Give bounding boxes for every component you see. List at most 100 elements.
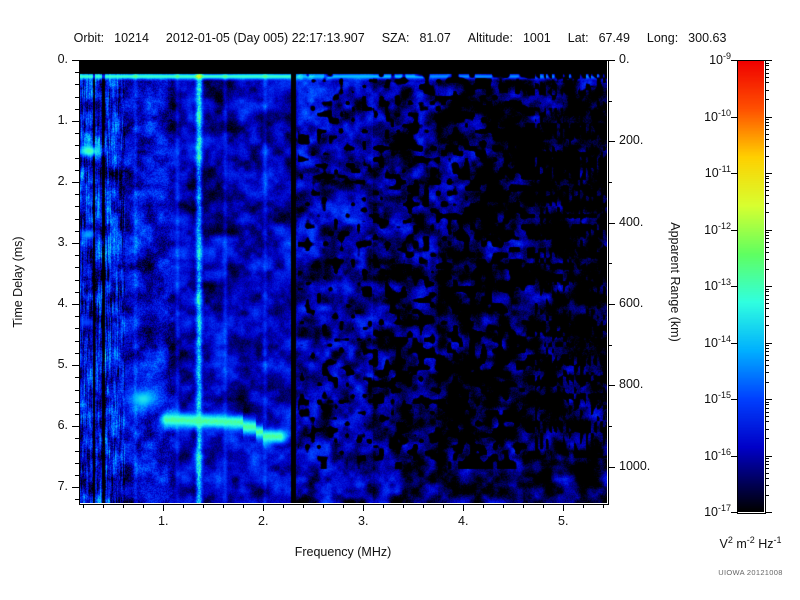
colorbar-minor-tick [765,72,769,74]
y2-tick-label: 800. [619,377,644,392]
x-minor-tick [443,504,444,508]
y-major-tick [72,426,79,428]
x-tick-label: 5. [558,514,569,528]
x-major-tick [163,504,164,511]
y-major-tick [72,60,79,61]
colorbar-major-tick-right [765,173,772,174]
colorbar-minor-tick [765,99,769,101]
long-value: 300.63 [688,31,727,45]
colorbar-minor-tick [765,477,769,479]
y-tick-label: 7. [57,479,68,494]
sza-value: 81.07 [419,31,451,45]
colorbar-minor-tick [765,347,769,349]
x-minor-tick [243,504,244,508]
colorbar-minor-tick [765,185,769,187]
x-minor-tick [223,504,224,508]
x-minor-tick [323,504,324,508]
y-minor-tick [75,267,79,269]
y-minor-tick [75,230,79,232]
y-minor-tick [75,157,79,159]
y-tick-label: 3. [57,235,68,250]
colorbar-minor-tick [765,421,769,423]
colorbar-major-tick-right [765,60,772,61]
x-minor-tick [83,504,84,508]
colorbar-minor-tick [765,428,769,430]
x-minor-tick [423,504,424,508]
colorbar-minor-tick [765,315,769,317]
colorbar-minor-tick [765,238,769,240]
colorbar-minor-tick [765,303,769,304]
y-major-tick [72,304,79,306]
colorbar-minor-tick [765,195,769,197]
y-minor-tick [75,328,79,330]
spectrogram-canvas [79,60,607,503]
y-tick-label: 1. [57,113,68,128]
y-major-tick [72,243,79,245]
y-minor-tick [75,218,79,220]
colorbar-minor-tick [765,291,769,293]
y-minor-tick [75,413,79,415]
colorbar-minor-tick [765,404,769,406]
x-minor-tick [523,504,524,508]
colorbar-tick-label: 10-14 [704,333,731,350]
figure-header: Orbit: 10214 2012-01-05 (Day 005) 22:17:13… [0,31,800,45]
x-tick-label: 1. [158,514,169,528]
y-minor-tick [75,96,79,98]
y-minor-tick [75,340,79,342]
colorbar-tick-label: 10-12 [704,220,731,237]
colorbar-major-tick [731,116,737,118]
spectrogram-plot-area [79,60,607,503]
y2-minor-tick [608,426,612,428]
x-minor-tick [183,504,184,508]
y2-major-tick [608,60,615,61]
y-major-tick [72,365,79,367]
colorbar-minor-tick [765,125,769,127]
colorbar-minor-tick [765,325,769,327]
y-minor-tick [75,194,79,196]
colorbar-minor-tick [765,345,769,347]
y-minor-tick [75,84,79,86]
colorbar-minor-tick [765,82,769,84]
x-minor-tick [383,504,384,508]
y-tick-label: 5. [57,357,68,372]
colorbar-tick-label: 10-11 [704,164,731,181]
colorbar-minor-tick [765,138,769,140]
y-minor-tick [75,279,79,281]
colorbar-minor-tick [765,381,769,383]
colorbar-major-tick-right [765,512,772,513]
colorbar-minor-tick [765,364,769,366]
y-minor-tick [75,206,79,208]
x-minor-tick [503,504,504,508]
y-major-tick [72,487,79,489]
colorbar-major-tick-right [765,229,772,231]
y-minor-tick [75,255,79,257]
y2-major-tick [608,466,615,468]
x-major-tick [263,504,264,511]
y-minor-tick [75,462,79,464]
colorbar-minor-tick [765,355,769,357]
y2-minor-tick [608,263,612,265]
x-tick-label: 2. [258,514,269,528]
colorbar-canvas [737,60,764,512]
colorbar-unit-label: V2 m-2 Hz-1 [719,535,781,551]
colorbar-minor-tick [765,268,769,270]
colorbar-minor-tick [765,308,769,310]
colorbar-minor-tick [765,232,769,234]
y-minor-tick [75,377,79,379]
y-tick-label: 2. [57,174,68,189]
y-tick-label: 6. [57,418,68,433]
unit-v: V [719,537,728,552]
colorbar-tick-label: 10-9 [709,51,731,68]
colorbar-minor-tick [765,472,769,474]
y-minor-tick [75,145,79,147]
colorbar-major-tick [731,229,737,231]
colorbar-minor-tick [765,485,769,487]
colorbar-minor-tick [765,242,769,244]
y-major-tick [72,182,79,184]
x-minor-tick [603,504,604,508]
y-major-tick [72,121,79,123]
colorbar-minor-tick [765,259,769,261]
unit-m: m [736,537,747,552]
y-minor-tick [75,352,79,354]
colorbar-minor-tick [765,65,769,67]
